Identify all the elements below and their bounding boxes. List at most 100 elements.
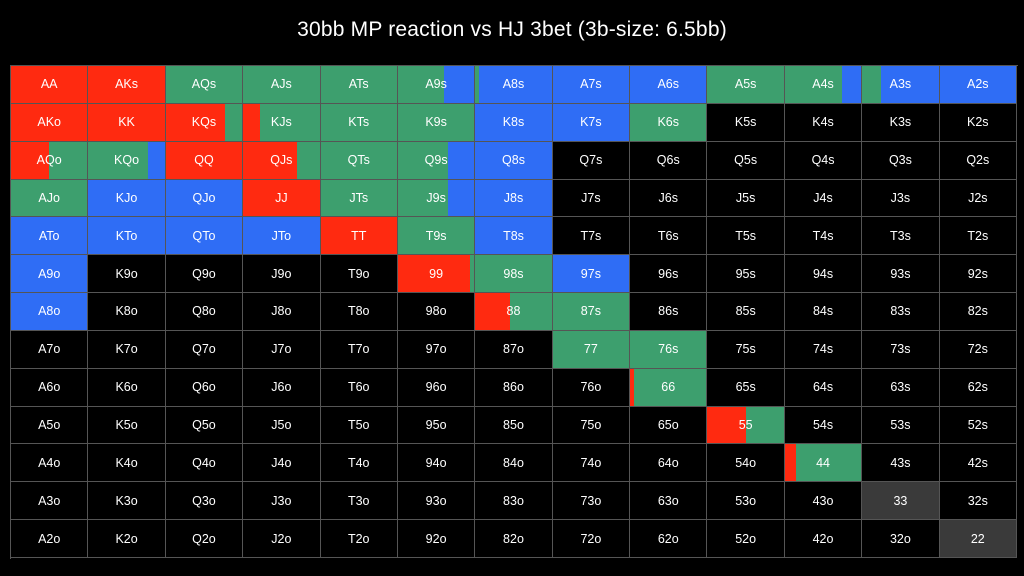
hand-label: 43o — [812, 493, 834, 508]
hand-label: J5s — [735, 190, 756, 205]
hand-cell-J5o: J5o — [243, 406, 321, 445]
hand-label: 97o — [425, 342, 447, 357]
hand-cell-AJs: AJs — [243, 66, 321, 104]
hand-cell-86o: 86o — [475, 368, 553, 407]
hand-cell-K4s: K4s — [784, 103, 863, 142]
hand-cell-T4o: T4o — [320, 444, 398, 483]
hand-label: 72o — [580, 531, 602, 546]
hand-cell-fill-empty — [862, 293, 939, 330]
hand-cell-fill-blue — [479, 66, 552, 103]
hand-cell-fill-blue — [165, 217, 243, 255]
hand-cell-fill-empty — [475, 368, 552, 406]
hand-label: AA — [40, 77, 58, 92]
hand-label: Q8s — [502, 153, 525, 168]
hand-label: A4o — [38, 455, 61, 470]
hand-cell-fill-empty — [630, 293, 707, 330]
hand-cell-fill-empty — [475, 444, 552, 482]
hand-cell-fill-empty — [397, 293, 475, 330]
hand-cell-T6s: T6s — [630, 217, 708, 256]
hand-label: 73o — [580, 493, 602, 508]
hand-cell-fill-green — [320, 141, 397, 179]
hand-cell-A6o: A6o — [11, 368, 89, 407]
hand-cell-fill-red — [784, 444, 796, 482]
hand-cell-83s: 83s — [862, 293, 940, 331]
hand-cell-Q9s: Q9s — [397, 141, 476, 180]
hand-cell-KQs: KQs — [165, 103, 244, 142]
hand-cell-fill-empty — [165, 520, 243, 557]
hand-label: 87o — [503, 342, 524, 357]
hand-cell-Q9o: Q9o — [165, 255, 244, 294]
hand-label: 85o — [503, 418, 524, 433]
hand-cell-T5o: T5o — [320, 406, 398, 445]
hand-label: 54o — [735, 455, 757, 470]
hand-label: 93s — [890, 266, 911, 281]
hand-cell-42o: 42o — [784, 520, 863, 558]
hand-label: QTs — [347, 153, 370, 168]
hand-label: K7o — [115, 342, 138, 357]
hand-label: J7s — [581, 190, 601, 205]
hand-label: AJo — [38, 190, 60, 205]
hand-cell-75o: 75o — [552, 406, 631, 445]
hand-label: Q2s — [966, 153, 990, 168]
hand-label: K4s — [812, 115, 834, 130]
hand-cell-fill-empty — [862, 103, 939, 141]
hand-cell-T9s: T9s — [397, 217, 476, 256]
hand-label: T6s — [657, 228, 679, 243]
hand-cell-fill-empty — [243, 406, 320, 444]
hand-cell-fill-empty — [707, 520, 784, 557]
hand-cell-K6o: K6o — [88, 368, 166, 407]
hand-label: TT — [351, 228, 367, 243]
hand-label: 93o — [425, 493, 447, 508]
hand-label: K5o — [115, 418, 138, 433]
hand-label: 74s — [812, 342, 834, 357]
hand-label: K7s — [580, 115, 602, 130]
hand-cell-fill-green — [397, 179, 448, 217]
hand-cell-fill-empty — [784, 217, 862, 255]
hand-cell-fill-green — [397, 103, 475, 141]
hand-label: 87s — [580, 304, 601, 319]
hand-cell-Q5s: Q5s — [707, 141, 785, 180]
hand-cell-fill-empty — [397, 520, 475, 557]
hand-cell-QQ: QQ — [165, 141, 244, 180]
hand-label: K2o — [115, 531, 138, 546]
hand-label: 82o — [503, 531, 524, 546]
hand-cell-Q8s: Q8s — [475, 141, 553, 180]
hand-cell-fill-empty — [11, 406, 88, 444]
hand-cell-fill-green — [795, 444, 862, 482]
hand-cell-fill-empty — [165, 482, 243, 520]
hand-cell-62s: 62s — [939, 368, 1017, 407]
hand-cell-63o: 63o — [630, 482, 708, 521]
hand-cell-Q5o: Q5o — [165, 406, 244, 445]
hand-cell-fill-empty — [552, 520, 630, 557]
hand-cell-JTs: JTs — [320, 179, 398, 218]
hand-cell-fill-empty — [165, 255, 243, 293]
hand-label: 62s — [967, 380, 988, 395]
hand-cell-32o: 32o — [862, 520, 940, 558]
hand-label: A2o — [38, 531, 61, 546]
hand-cell-T3o: T3o — [320, 482, 398, 521]
hand-cell-43o: 43o — [784, 482, 863, 521]
hand-cell-fill-gray — [862, 482, 939, 520]
hand-cell-fill-green — [225, 103, 243, 141]
hand-label: T3s — [889, 228, 911, 243]
hand-cell-fill-blue — [881, 66, 939, 103]
hand-cell-fill-empty — [784, 141, 862, 179]
hand-cell-fill-empty — [88, 406, 165, 444]
hand-label: A5o — [38, 418, 61, 433]
hand-label: T5o — [347, 418, 370, 433]
hand-cell-fill-blue — [552, 66, 630, 103]
hand-cell-64s: 64s — [784, 368, 863, 407]
hand-label: 82s — [967, 304, 988, 319]
hand-label: 92s — [967, 266, 988, 281]
hand-label: KQs — [191, 115, 217, 130]
hand-cell-95o: 95o — [397, 406, 476, 445]
hand-cell-fill-red — [11, 103, 88, 141]
hand-label: 92o — [425, 531, 447, 546]
hand-label: AKo — [37, 115, 61, 130]
hand-label: 62o — [657, 531, 679, 546]
hand-cell-44: 44 — [784, 444, 863, 483]
hand-cell-fill-empty — [939, 368, 1016, 406]
hand-label: T2s — [967, 228, 989, 243]
hand-cell-fill-blue — [88, 179, 165, 217]
hand-cell-96o: 96o — [397, 368, 476, 407]
